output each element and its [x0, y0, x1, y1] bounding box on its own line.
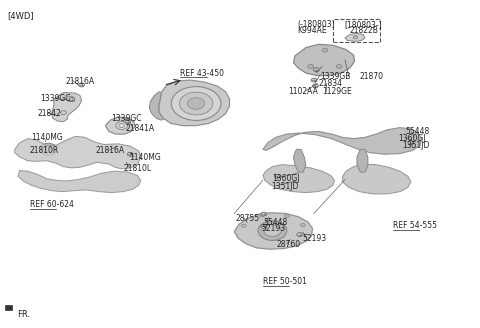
Circle shape	[308, 65, 313, 68]
Circle shape	[241, 224, 246, 227]
Polygon shape	[234, 213, 312, 249]
Polygon shape	[345, 33, 365, 41]
Text: 21816A: 21816A	[96, 147, 125, 155]
Circle shape	[127, 152, 133, 156]
Polygon shape	[263, 128, 421, 154]
Text: K994AE: K994AE	[297, 26, 327, 34]
Text: 21841A: 21841A	[125, 124, 155, 133]
Polygon shape	[343, 164, 411, 194]
Circle shape	[336, 65, 342, 68]
Circle shape	[264, 225, 281, 236]
Text: REF 50-501: REF 50-501	[263, 277, 307, 286]
Text: 21870: 21870	[360, 72, 384, 81]
Circle shape	[261, 224, 267, 228]
Polygon shape	[40, 143, 56, 155]
Circle shape	[43, 146, 53, 153]
Circle shape	[313, 68, 319, 72]
Circle shape	[171, 87, 221, 120]
Text: 1129GE: 1129GE	[322, 87, 352, 96]
Circle shape	[297, 233, 302, 236]
Text: 1339GB: 1339GB	[320, 72, 350, 81]
Text: 1360GJ: 1360GJ	[273, 174, 300, 183]
Text: 55448: 55448	[406, 127, 430, 136]
Text: 52193: 52193	[261, 224, 285, 233]
Text: (-180803): (-180803)	[297, 20, 335, 29]
Text: 1140MG: 1140MG	[129, 153, 161, 162]
Text: 21834: 21834	[319, 79, 343, 88]
Text: 52193: 52193	[302, 234, 326, 243]
Bar	[5, 305, 12, 310]
Polygon shape	[106, 117, 135, 134]
Text: 21810L: 21810L	[123, 164, 151, 173]
Text: 21816A: 21816A	[66, 76, 95, 86]
Polygon shape	[159, 80, 229, 126]
Polygon shape	[51, 92, 82, 122]
Circle shape	[180, 92, 213, 115]
Polygon shape	[263, 165, 335, 193]
Circle shape	[188, 98, 204, 109]
Text: 55448: 55448	[263, 218, 287, 227]
Text: 21810R: 21810R	[29, 147, 58, 155]
Text: 1339GC: 1339GC	[111, 114, 142, 123]
Polygon shape	[18, 171, 141, 193]
Text: 1351JD: 1351JD	[271, 182, 299, 191]
Polygon shape	[293, 44, 355, 75]
Circle shape	[275, 174, 280, 178]
Polygon shape	[357, 149, 368, 172]
Circle shape	[284, 215, 289, 218]
Text: 1360GJ: 1360GJ	[398, 134, 426, 143]
Circle shape	[311, 78, 317, 82]
Text: FR.: FR.	[17, 310, 30, 319]
Polygon shape	[15, 136, 141, 169]
Text: REF 60-624: REF 60-624	[30, 200, 74, 209]
Text: 28755: 28755	[235, 214, 259, 223]
Circle shape	[322, 48, 328, 52]
Text: 1102AA: 1102AA	[288, 87, 319, 96]
Text: REF 54-555: REF 54-555	[393, 221, 437, 230]
Circle shape	[300, 223, 305, 227]
Polygon shape	[293, 149, 306, 172]
Text: REF 43-450: REF 43-450	[180, 69, 224, 78]
Circle shape	[259, 214, 264, 217]
Circle shape	[79, 83, 84, 87]
Text: 1339GC: 1339GC	[40, 94, 71, 103]
Circle shape	[312, 84, 318, 88]
Circle shape	[353, 35, 358, 39]
Text: [180803-]: [180803-]	[344, 20, 382, 29]
Circle shape	[258, 221, 287, 240]
Text: [4WD]: [4WD]	[7, 11, 34, 20]
Text: 28760: 28760	[276, 240, 300, 249]
Circle shape	[69, 98, 75, 102]
Text: 21822B: 21822B	[350, 26, 379, 34]
Text: 1351JD: 1351JD	[402, 141, 430, 150]
Circle shape	[408, 141, 414, 145]
Circle shape	[125, 120, 131, 124]
Circle shape	[261, 212, 267, 216]
Circle shape	[116, 122, 127, 130]
Text: 21842: 21842	[37, 109, 61, 118]
Polygon shape	[149, 92, 164, 120]
Text: 1140MG: 1140MG	[32, 133, 63, 142]
